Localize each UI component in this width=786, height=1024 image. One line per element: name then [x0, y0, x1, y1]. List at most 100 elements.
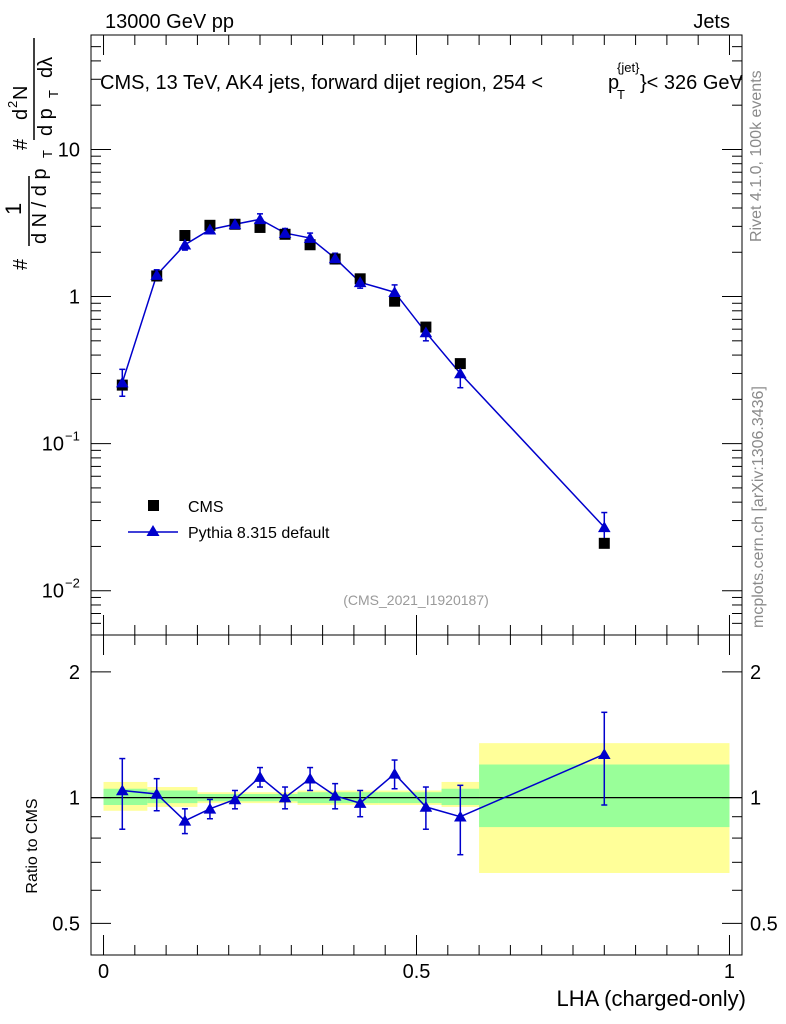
analysis-id-label: (CMS_2021_I1920187): [343, 592, 489, 608]
ratio-y-tick-label-right: 2: [750, 662, 761, 684]
x-tick-label: 0: [98, 961, 109, 983]
main-y-tick-exponent: −1: [65, 429, 80, 444]
plot-title-end: }< 326 GeV: [640, 72, 744, 94]
main-axis-ticks: [91, 34, 742, 636]
ratio-y-tick-label-right: 0.5: [750, 913, 778, 935]
ratio-y-tick-label-left: 1: [69, 788, 80, 810]
cms-data-point: [179, 230, 191, 242]
cms-data-point: [389, 295, 401, 307]
main-frame: [90, 34, 743, 636]
y-label-d2N-sup: 2: [5, 101, 20, 108]
mc-series-line: [121, 218, 605, 528]
main-y-tick-base: 10: [42, 581, 64, 603]
x-tick-label: 0.5: [403, 961, 431, 983]
ratio-data-point: [597, 748, 611, 760]
ratio-data-point: [303, 772, 317, 784]
mc-data-point: [278, 227, 292, 238]
cms-data-point: [598, 537, 610, 549]
y-label-hash-2: #: [10, 138, 32, 150]
mc-data-point: [454, 367, 467, 379]
main-y-tick-base: 10: [58, 139, 80, 161]
ratio-data-point: [115, 784, 129, 796]
main-y-tick-base: 1: [69, 287, 80, 309]
main-y-tick-label: 10 −1: [42, 429, 80, 456]
ratio-data-point: [253, 771, 267, 782]
y-label-d2N-d: d: [10, 109, 32, 120]
cms-data-point: [254, 221, 266, 233]
main-y-tick-base: 10: [42, 434, 64, 456]
y-label-T-subscript-2: T: [46, 90, 61, 98]
ratio-data-point: [388, 767, 401, 779]
mc-data-point: [203, 223, 217, 235]
legend: CMS Pythia 8.315 default: [128, 499, 330, 542]
ratio-mc-markers: [115, 748, 611, 826]
ratio-y-tick-label-left: 2: [69, 662, 80, 684]
main-y-tick-exponent: −2: [65, 576, 80, 591]
ratio-y-tick-labels: 0.5 0.5 1 1 2 2: [52, 662, 778, 936]
ratio-data-point: [228, 793, 242, 805]
plot-title-p: p: [608, 72, 619, 94]
main-y-tick-label: 10 −2: [42, 576, 80, 603]
y-label-dN-dpT: d N / d p: [29, 168, 51, 244]
y-label-hash-1: #: [10, 258, 32, 270]
mc-data-point: [178, 238, 192, 250]
cms-data-point: [454, 358, 466, 370]
inner-band-segment: [103, 788, 148, 806]
main-y-axis-label: # 1 d N / d p T # d 2 N d p T dλ: [1, 38, 61, 270]
mc-line: [121, 218, 605, 528]
ratio-mc-line: [122, 753, 605, 822]
legend-mc-label: Pythia 8.315 default: [188, 525, 330, 542]
ratio-uncertainty-inner-band: [103, 764, 730, 828]
legend-data-label: CMS: [188, 499, 224, 516]
ratio-data-point: [328, 789, 342, 801]
mc-data-point: [419, 326, 433, 338]
mcplots-label: mcplots.cern.ch [arXiv:1306.3436]: [750, 386, 767, 628]
mc-error-bars: [119, 213, 608, 545]
mc-data-point: [253, 213, 267, 225]
x-tick-labels: 0 0.5 1: [98, 961, 735, 983]
mc-data-point: [328, 252, 342, 264]
mc-data-point: [303, 232, 317, 243]
ratio-data-point: [178, 814, 192, 826]
ratio-panel: 0.5 0.51 12 2 0 0.5 1 Ratio to CMS LHA (charg…: [24, 634, 778, 1011]
cms-data-point: [304, 239, 316, 251]
ratio-data-point: [203, 802, 217, 814]
legend-mc-marker: [146, 525, 160, 536]
ratio-y-tick-label-left: 0.5: [52, 913, 80, 935]
ratio-y-axis-label: Ratio to CMS: [24, 798, 41, 893]
energy-label: 13000 GeV pp: [105, 11, 234, 33]
mc-data-point: [150, 269, 164, 280]
y-label-dp: d p: [35, 108, 57, 136]
ratio-y-tick-label-right: 1: [750, 788, 761, 810]
y-label-d2N-N: N: [10, 86, 32, 100]
mc-data-point: [353, 276, 367, 288]
ratio-data-point: [278, 791, 292, 803]
mc-data-point: [388, 286, 401, 298]
plot-title-main: CMS, 13 TeV, AK4 jets, forward dijet reg…: [100, 72, 543, 94]
plot-title-superscript: {jet}: [617, 60, 640, 75]
y-label-dlambda: dλ: [35, 57, 57, 78]
category-label: Jets: [693, 11, 730, 33]
y-label-T-subscript-1: T: [40, 150, 55, 158]
ratio-data-point: [454, 810, 467, 822]
ratio-data-point: [150, 788, 164, 799]
ratio-data-point: [419, 800, 433, 812]
mc-data-point: [228, 218, 242, 230]
x-tick-label: 1: [724, 961, 735, 983]
mc-markers: [115, 213, 611, 533]
rivet-version-label: Rivet 4.1.0, 100k events: [748, 70, 765, 242]
mc-data-point: [597, 521, 611, 533]
legend-data-marker: [148, 500, 159, 511]
plot-title: CMS, 13 TeV, AK4 jets, forward dijet reg…: [100, 60, 744, 102]
plot-title-subscript: T: [617, 87, 625, 102]
y-label-one: 1: [1, 203, 26, 215]
main-y-tick-label: 10: [58, 139, 80, 161]
main-y-tick-label: 1: [69, 287, 80, 309]
ratio-data-point: [353, 797, 367, 808]
ratio-series-line: [122, 753, 605, 822]
x-axis-label: LHA (charged-only): [556, 986, 746, 1011]
ratio-axis-ticks: [91, 635, 742, 955]
